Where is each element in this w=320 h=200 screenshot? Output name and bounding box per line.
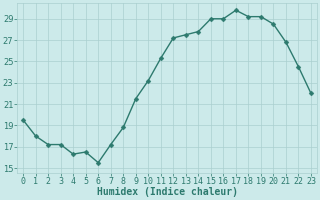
X-axis label: Humidex (Indice chaleur): Humidex (Indice chaleur) <box>97 187 237 197</box>
